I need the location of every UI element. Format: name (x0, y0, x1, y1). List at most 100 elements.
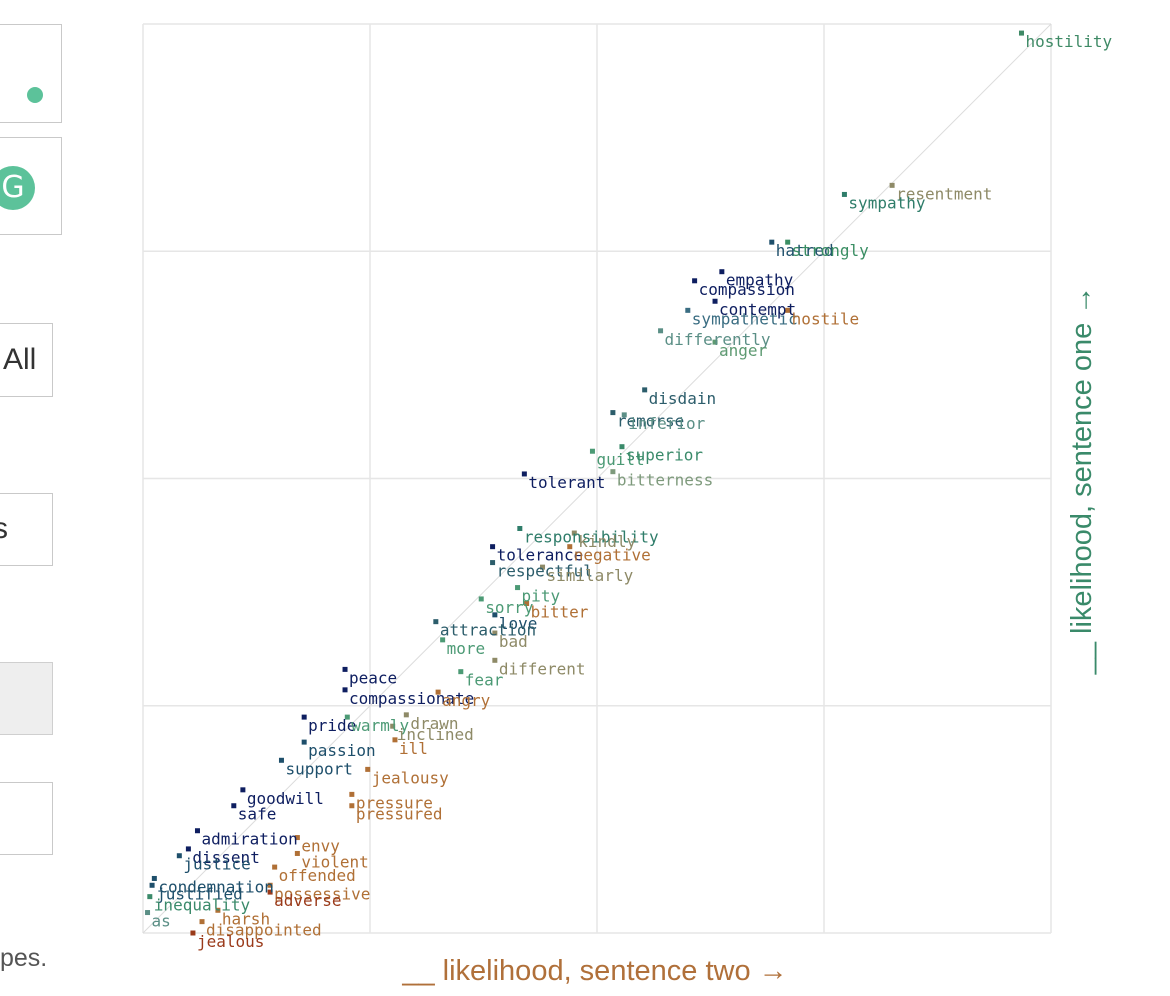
point-label: fear (465, 671, 504, 690)
point-label: different (499, 659, 586, 678)
y-axis-label: __ likelihood, sentence one → (1066, 286, 1098, 676)
x-axis-label: __ likelihood, sentence two → (401, 955, 787, 987)
data-point (344, 714, 350, 720)
data-point (642, 387, 648, 393)
point-label: jealous (197, 932, 264, 951)
data-point (515, 585, 521, 591)
point-label: warmly (351, 716, 409, 735)
data-point (712, 298, 718, 304)
data-point (610, 410, 616, 416)
point-label: inequality (154, 896, 251, 915)
point-label: ill (399, 739, 428, 758)
data-point (785, 239, 791, 245)
point-label: similarly (547, 566, 634, 585)
data-point (841, 191, 847, 197)
data-point (490, 544, 496, 550)
point-label: empathy (726, 271, 794, 290)
point-label: justified (156, 884, 243, 903)
data-point (540, 564, 546, 570)
refresh-panel[interactable]: G (0, 137, 62, 235)
data-point (145, 910, 151, 916)
point-label: dissent (192, 848, 259, 867)
point-label: possessive (274, 884, 370, 903)
data-point (621, 412, 627, 418)
data-point (517, 525, 523, 531)
point-label: guilt (596, 450, 644, 469)
point-label: inclined (397, 725, 474, 744)
color-legend-panel[interactable] (0, 24, 62, 123)
point-label: attraction (440, 621, 536, 640)
point-label: pressured (356, 805, 443, 824)
data-point (435, 689, 441, 695)
data-point (719, 269, 725, 275)
point-label: contempt (719, 300, 796, 319)
data-point (392, 737, 398, 743)
point-label: as (152, 912, 171, 931)
point-label: disappointed (206, 921, 322, 940)
data-point (342, 687, 348, 693)
data-point (492, 612, 498, 618)
gray-toggle-button[interactable] (0, 662, 53, 735)
point-label: safe (238, 805, 277, 824)
point-label: harsh (222, 909, 270, 928)
data-point (524, 600, 530, 606)
point-label: strongly (792, 241, 869, 260)
data-point (889, 182, 895, 188)
data-point (301, 714, 307, 720)
data-point (190, 930, 196, 936)
point-label: justice (183, 855, 250, 874)
data-point (294, 850, 300, 856)
point-label: hostile (792, 309, 859, 328)
data-point (692, 278, 698, 284)
data-point (349, 803, 355, 809)
data-point (151, 875, 157, 881)
data-point (685, 307, 691, 313)
data-point (294, 835, 300, 841)
point-label: kindly (578, 532, 636, 551)
refresh-icon[interactable]: G (0, 166, 35, 210)
point-label: anger (719, 341, 768, 360)
data-point (240, 787, 246, 793)
point-label: adverse (274, 891, 341, 910)
data-point (301, 739, 307, 745)
data-point (149, 882, 155, 888)
option-button[interactable]: s (0, 493, 53, 566)
all-button[interactable]: All (0, 323, 53, 397)
point-label: bitterness (617, 471, 713, 490)
data-point (199, 919, 205, 925)
point-label: more (447, 639, 486, 658)
data-point (769, 239, 775, 245)
data-point (492, 657, 498, 663)
point-label: violent (301, 852, 368, 871)
point-label: support (285, 759, 352, 778)
data-point (490, 560, 496, 566)
data-point (365, 766, 371, 772)
input-box[interactable] (0, 782, 53, 855)
point-label: sympathy (848, 193, 925, 212)
data-point (478, 596, 484, 602)
point-label: resentment (896, 184, 992, 203)
point-label: love (499, 614, 538, 633)
data-point (1018, 30, 1024, 36)
point-label: differently (665, 330, 771, 349)
data-point (349, 791, 355, 797)
data-point (589, 448, 595, 454)
data-point (567, 544, 573, 550)
point-label: hatred (776, 241, 834, 260)
data-point (785, 307, 791, 313)
point-label: goodwill (247, 789, 324, 808)
point-label: sorry (485, 598, 534, 617)
data-point (185, 846, 191, 852)
point-label: respectful (497, 562, 593, 581)
data-point (267, 882, 273, 888)
point-label: sympathetic (692, 309, 798, 328)
point-label: pride (308, 716, 356, 735)
data-point (215, 907, 221, 913)
footnote-text: pes. (0, 944, 48, 972)
point-label: inferior (628, 414, 705, 433)
point-label: envy (301, 837, 340, 856)
point-label: tolerant (528, 473, 605, 492)
point-label: compassionate (349, 689, 474, 708)
data-point (194, 828, 200, 834)
